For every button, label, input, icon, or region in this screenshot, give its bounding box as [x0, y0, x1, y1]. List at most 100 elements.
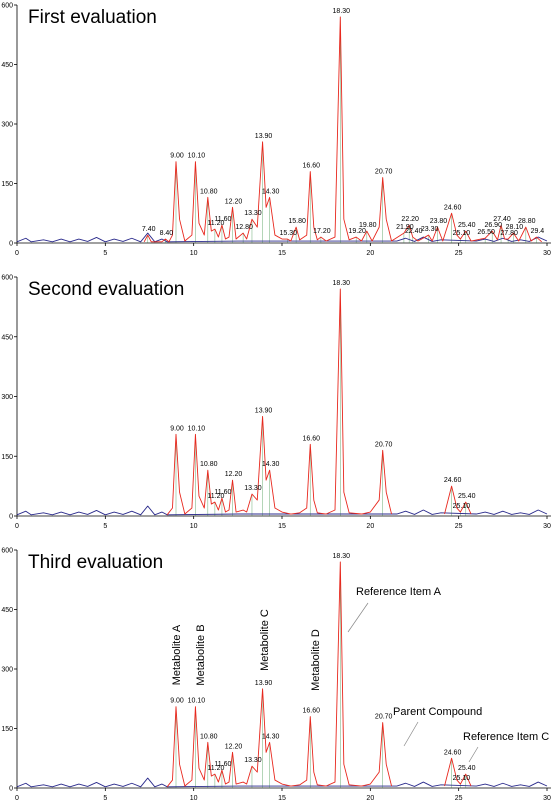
peak-label: 12.20	[225, 471, 243, 478]
peak-label: 13.90	[255, 133, 273, 140]
peak-label: 10.10	[188, 153, 206, 160]
peak-label: 26.50	[477, 229, 495, 236]
annotation: Metabolite D	[310, 629, 322, 691]
x-tick-label: 30	[543, 795, 551, 801]
peak-label: 20.70	[375, 169, 393, 176]
peak-label: 24.60	[444, 477, 462, 484]
peak-label: 8.40	[160, 230, 174, 237]
peak-label: 15.30	[280, 230, 298, 237]
x-tick-label: 15	[278, 250, 286, 257]
y-tick-label: 300	[1, 667, 13, 674]
peak-label: 18.30	[333, 8, 351, 15]
peak-label: 14.30	[262, 188, 280, 195]
y-tick-label: 150	[1, 726, 13, 733]
x-tick-label: 0	[15, 523, 19, 530]
x-tick-label: 5	[103, 795, 107, 801]
peak-label: 18.30	[333, 280, 351, 287]
y-tick-label: 0	[9, 786, 13, 793]
x-tick-label: 5	[103, 250, 107, 257]
x-tick-label: 20	[366, 795, 374, 801]
peak-label: 24.60	[444, 204, 462, 211]
peak-label: 29.4	[531, 228, 545, 235]
x-tick-label: 20	[366, 523, 374, 530]
peak-label: 10.80	[200, 188, 218, 195]
leader-line	[403, 721, 419, 747]
peak-label: 23.80	[430, 218, 448, 225]
panel: 0 150 300 450 600 0 5 10 15 20 25 30 Third evaluatio…	[1, 548, 551, 801]
annotation: Metabolite A	[171, 624, 183, 685]
peak-label: 13.90	[255, 680, 273, 687]
peak-label: 7.40	[142, 226, 156, 233]
peak-label: 23.30	[421, 226, 439, 233]
x-tick-label: 5	[103, 523, 107, 530]
annotation: Reference Item A	[356, 586, 442, 598]
y-tick-label: 300	[1, 122, 13, 129]
y-tick-label: 600	[1, 275, 13, 282]
peak-label: 28.80	[518, 218, 536, 225]
peak-label: 27.40	[493, 216, 511, 223]
peak-label: 28.10	[506, 224, 524, 231]
trace	[166, 288, 472, 516]
annotation: Metabolite B	[195, 624, 207, 685]
trace	[166, 561, 472, 788]
peak-label: 25.40	[458, 222, 476, 229]
peak-label: 13.30	[244, 757, 262, 764]
x-tick-label: 10	[190, 795, 198, 801]
trace	[16, 232, 548, 243]
peak-label: 14.30	[262, 461, 280, 468]
peak-label: 25.40	[458, 493, 476, 500]
peak-label: 21.90	[396, 224, 414, 231]
peak-label: 10.10	[188, 698, 206, 705]
annotation: Reference Item C	[463, 731, 549, 743]
peak-label: 11.60	[214, 216, 231, 223]
peak-label: 25.10	[453, 775, 471, 782]
x-tick-label: 0	[15, 250, 19, 257]
y-tick-label: 150	[1, 454, 13, 461]
peak-label: 22.20	[401, 216, 419, 223]
x-tick-label: 25	[455, 795, 463, 801]
peak-label: 16.60	[303, 435, 321, 442]
leader-line	[468, 746, 479, 763]
peak-label: 10.10	[188, 425, 206, 432]
x-tick-label: 30	[543, 523, 551, 530]
peak-label: 11.20	[207, 493, 224, 500]
peak-label: 25.10	[453, 503, 471, 510]
peak-label: 9.00	[170, 425, 184, 432]
annotation: Parent Compound	[393, 706, 482, 718]
y-tick-label: 0	[9, 241, 13, 248]
peak-label: 11.60	[214, 489, 231, 496]
peak-label: 11.20	[207, 220, 224, 227]
peak-label: 12.80	[235, 224, 253, 231]
x-tick-label: 15	[278, 795, 286, 801]
x-tick-label: 30	[543, 250, 551, 257]
peak-label: 25.10	[453, 230, 471, 237]
y-tick-label: 450	[1, 607, 13, 614]
leader-line	[347, 602, 369, 633]
y-tick-label: 0	[9, 514, 13, 521]
y-tick-label: 450	[1, 334, 13, 341]
x-tick-label: 25	[455, 250, 463, 257]
peak-label: 18.30	[333, 553, 351, 560]
peak-label: 11.60	[214, 761, 231, 768]
peak-label: 16.60	[303, 163, 321, 170]
peak-label: 25.40	[458, 765, 476, 772]
y-tick-label: 450	[1, 62, 13, 69]
y-tick-label: 600	[1, 3, 13, 10]
peak-label: 19.20	[348, 228, 366, 235]
annotation: Metabolite C	[259, 609, 271, 671]
peak-label: 13.90	[255, 407, 273, 414]
peak-label: 13.30	[244, 485, 262, 492]
peak-label: 16.60	[303, 708, 321, 715]
y-tick-label: 600	[1, 548, 13, 555]
peak-label: 15.80	[288, 218, 306, 225]
chart-title: Second evaluation	[28, 279, 184, 300]
peak-label: 11.20	[207, 765, 224, 772]
peak-label: 24.60	[444, 749, 462, 756]
peak-label: 20.70	[375, 441, 393, 448]
peak-label: 10.80	[200, 461, 218, 468]
peak-label: 13.30	[244, 210, 262, 217]
peak-label: 9.00	[170, 698, 184, 705]
trace	[16, 505, 548, 516]
peak-label: 19.80	[359, 222, 377, 229]
